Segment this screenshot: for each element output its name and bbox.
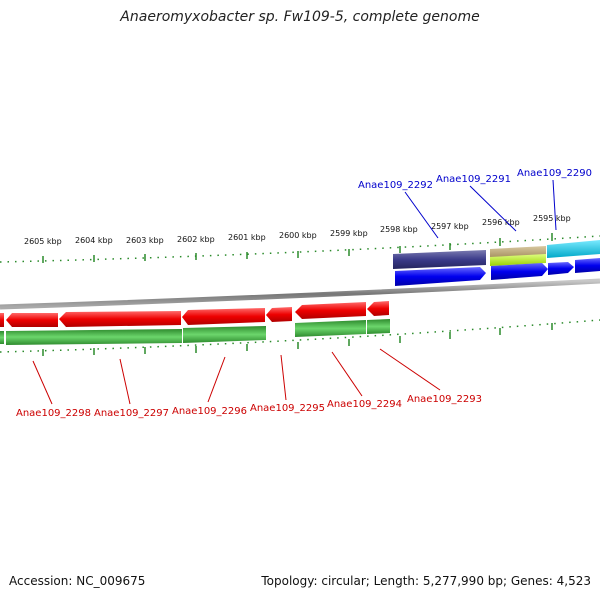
reverse-gene-label: Anae109_2294 <box>327 399 402 410</box>
ruler-label: 2597 kbp <box>431 222 469 231</box>
reverse-gene-label: Anae109_2298 <box>16 408 91 419</box>
reverse-gene-callout-line <box>32 360 53 405</box>
forward-gene-callout-line <box>552 179 557 231</box>
forward-feature-block <box>547 240 600 258</box>
forward-gene-arrow <box>395 267 486 286</box>
reverse-feature-block <box>0 331 4 344</box>
reverse-gene-label: Anae109_2293 <box>407 394 482 405</box>
forward-gene-arrow <box>548 262 574 275</box>
forward-feature-block <box>393 250 486 269</box>
ruler-label: 2600 kbp <box>279 231 317 240</box>
reverse-gene-label: Anae109_2295 <box>250 403 325 414</box>
forward-gene-callout-line <box>469 185 517 232</box>
ruler-label: 2601 kbp <box>228 233 266 242</box>
reverse-gene-arrow <box>367 301 389 316</box>
forward-gene-label: Anae109_2292 <box>358 180 433 191</box>
genome-summary-text: Topology: circular; Length: 5,277,990 bp… <box>261 574 591 588</box>
reverse-feature-block <box>6 329 182 345</box>
ruler-label: 2605 kbp <box>24 237 62 246</box>
genome-backbone <box>0 278 600 310</box>
reverse-feature-block <box>295 320 366 337</box>
forward-genes <box>395 258 600 286</box>
ruler-label: 2604 kbp <box>75 236 113 245</box>
forward-ruler-dots <box>0 235 600 263</box>
ruler-label: 2595 kbp <box>533 214 571 223</box>
reverse-gene-arrow <box>266 307 292 322</box>
accession-text: Accession: NC_009675 <box>9 574 146 588</box>
ruler-label: 2596 kbp <box>482 218 520 227</box>
reverse-feature-block <box>367 319 390 334</box>
forward-gene-callout-line <box>404 191 439 239</box>
forward-feature-block <box>490 254 546 266</box>
forward-gene-arrow <box>491 263 548 280</box>
reverse-ruler <box>0 319 600 356</box>
reverse-gene-label: Anae109_2296 <box>172 406 247 417</box>
reverse-gene-callout-line <box>207 356 226 403</box>
reverse-gene-label: Anae109_2297 <box>94 408 169 419</box>
forward-feature-row <box>393 240 600 269</box>
reverse-gene-callout-line <box>379 348 441 391</box>
reverse-gene-arrow <box>295 302 366 319</box>
ruler-label: 2598 kbp <box>380 225 418 234</box>
ruler-label: 2602 kbp <box>177 235 215 244</box>
reverse-gene-callout-line <box>119 358 131 405</box>
reverse-gene-callout-line <box>331 351 363 397</box>
reverse-feature-block <box>183 326 266 343</box>
ruler-label: 2603 kbp <box>126 236 164 245</box>
reverse-gene-callout-line <box>280 354 287 401</box>
reverse-genes <box>0 301 389 327</box>
forward-gene-label: Anae109_2290 <box>517 168 592 179</box>
forward-gene-arrow <box>575 258 600 273</box>
reverse-feature-row <box>0 319 390 345</box>
reverse-gene-arrow <box>182 308 265 325</box>
genome-title: Anaeromyxobacter sp. Fw109-5, complete g… <box>120 9 480 25</box>
reverse-gene-arrow <box>59 311 181 327</box>
reverse-ruler-dots <box>0 319 600 353</box>
forward-gene-label: Anae109_2291 <box>436 174 511 185</box>
forward-ruler <box>0 233 600 263</box>
reverse-gene-arrow <box>6 313 58 327</box>
reverse-gene-arrow <box>0 313 4 327</box>
ruler-label: 2599 kbp <box>330 229 368 238</box>
